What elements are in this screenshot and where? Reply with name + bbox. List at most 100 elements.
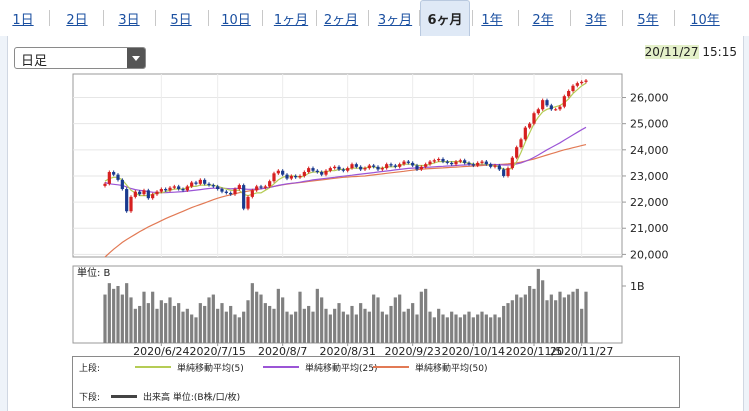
- period-tab-bar: 1日 2日 3日 5日 10日 1ヶ月 2ヶ月 3ヶ月 6ヶ月 1年 2年 3年 5年 10年: [0, 0, 749, 37]
- tab-6[interactable]: 2ヶ月: [323, 12, 359, 28]
- volume-bar: [181, 311, 185, 343]
- volume-bar: [454, 314, 458, 343]
- volume-bar: [268, 305, 272, 343]
- volume-bar: [272, 308, 276, 343]
- volume-bar: [350, 305, 354, 343]
- ma5-line: [104, 82, 587, 197]
- volume-bar: [220, 303, 224, 343]
- candle-body: [324, 170, 328, 175]
- candle-body: [120, 179, 124, 190]
- y-tick-label: 22,000: [630, 196, 669, 209]
- candle-body: [250, 190, 254, 197]
- x-tick-label: 2020/11/27: [550, 345, 613, 358]
- candle-body: [523, 127, 527, 140]
- tab-separator: [622, 10, 623, 26]
- volume-bar: [138, 305, 142, 343]
- volume-bar: [575, 288, 579, 343]
- candle-body: [445, 161, 449, 163]
- volume-bar: [311, 311, 315, 343]
- candle-body: [415, 165, 419, 170]
- candle-body: [406, 161, 410, 163]
- candle-body: [302, 172, 306, 176]
- candle-body: [502, 169, 506, 176]
- x-tick-label: 2020/10/14: [442, 345, 505, 358]
- ma5-swatch: [135, 366, 171, 368]
- candle-body: [419, 166, 423, 170]
- tab-4[interactable]: 10日: [221, 12, 251, 28]
- tab-3[interactable]: 5日: [170, 12, 192, 28]
- y-tick-label: 24,000: [630, 144, 669, 157]
- candle-body: [571, 85, 575, 91]
- volume-bar: [445, 317, 449, 343]
- candle-body: [320, 172, 324, 175]
- candle-body: [411, 162, 415, 166]
- volume-bar: [337, 303, 341, 343]
- tab-separator: [569, 10, 571, 26]
- tab-1[interactable]: 2日: [66, 12, 88, 28]
- tab-0[interactable]: 1日: [12, 12, 34, 28]
- candle-body: [255, 186, 259, 191]
- tab-7[interactable]: 3ヶ月: [377, 12, 413, 28]
- volume-bar: [424, 288, 428, 343]
- x-tick-label: 2020/7/15: [189, 345, 245, 358]
- chart-legend: 上段: 単純移動平均(5) 単純移動平均(25) 単純移動平均(50) 下段: …: [72, 356, 680, 408]
- candle-body: [268, 181, 272, 187]
- candle-body: [354, 164, 358, 167]
- volume-bar: [103, 294, 107, 343]
- tab-8[interactable]: 6ヶ月: [420, 0, 470, 36]
- tab-9[interactable]: 1年: [481, 12, 503, 28]
- volume-bar: [441, 314, 445, 343]
- x-tick-label: 2020/8/7: [258, 345, 307, 358]
- candle-body: [103, 183, 107, 186]
- volume-bar: [120, 294, 124, 343]
- x-tick-label: 2020/11/5: [506, 345, 562, 358]
- volume-bar: [190, 314, 194, 343]
- tab-separator: [368, 10, 369, 26]
- volume-bar: [302, 308, 306, 343]
- candle-body: [359, 166, 363, 170]
- volume-bar: [151, 291, 155, 343]
- volume-bar: [354, 314, 358, 343]
- volume-bar: [159, 300, 163, 343]
- candle-body: [437, 158, 441, 161]
- candle-body: [398, 164, 402, 167]
- volume-bar: [185, 308, 189, 343]
- tab-11[interactable]: 3年: [585, 12, 607, 28]
- candle-period-select[interactable]: 日足: [14, 47, 146, 69]
- candle-body: [220, 189, 224, 192]
- volume-bar: [198, 303, 202, 343]
- tab-2[interactable]: 3日: [118, 12, 140, 28]
- volume-bar: [324, 308, 328, 343]
- tab-10[interactable]: 2年: [532, 12, 554, 28]
- candle-body: [328, 168, 332, 171]
- volume-bar: [532, 288, 536, 343]
- volume-bar: [229, 305, 233, 343]
- volume-bar: [255, 291, 259, 343]
- y-tick-label: 20,000: [630, 248, 669, 261]
- volume-bar: [211, 294, 215, 343]
- volume-bar: [125, 283, 129, 343]
- candle-body: [545, 100, 549, 106]
- y-tick-label: 26,000: [630, 92, 669, 105]
- candle-body: [138, 191, 142, 195]
- tab-5[interactable]: 1ヶ月: [273, 12, 309, 28]
- volume-bar: [463, 314, 467, 343]
- volume-bar: [107, 283, 111, 343]
- candle-body: [281, 170, 285, 175]
- candle-body: [367, 165, 371, 169]
- dropdown-arrow-icon[interactable]: [127, 48, 145, 68]
- volume-unit-label: 単位: B: [77, 266, 111, 279]
- y-tick-label: 23,000: [630, 170, 669, 183]
- candle-body: [575, 83, 579, 86]
- candle-body: [172, 186, 176, 188]
- candle-body: [177, 186, 181, 190]
- tab-13[interactable]: 10年: [690, 12, 720, 28]
- volume-bar: [246, 300, 250, 343]
- volume-bar: [476, 314, 480, 343]
- tab-separator: [261, 10, 263, 26]
- candle-body: [190, 182, 194, 187]
- candle-body: [155, 191, 159, 195]
- tab-12[interactable]: 5年: [637, 12, 659, 28]
- volume-bar: [224, 311, 228, 343]
- volume-bar: [406, 308, 410, 343]
